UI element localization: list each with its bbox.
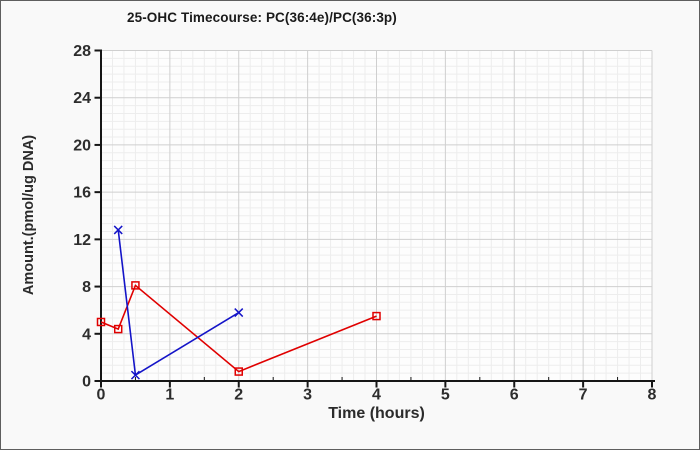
axis-ticks	[94, 49, 653, 388]
x-tick-label: 7	[579, 387, 588, 404]
y-tick-label: 0	[82, 374, 91, 391]
x-tick-label: 2	[234, 387, 243, 404]
data-point-square-marker	[113, 324, 123, 334]
data-point-square-marker	[234, 367, 243, 376]
series-red-squares	[96, 281, 381, 376]
x-tick-label: 6	[510, 387, 519, 404]
data-point-square-marker	[372, 311, 381, 321]
y-tick-label: 16	[73, 185, 91, 202]
y-tick-label: 24	[73, 90, 91, 107]
series-blue-x	[113, 225, 244, 380]
data-point-square-marker	[131, 281, 140, 290]
y-axis-title: Amount.(pmol/ug DNA)	[21, 134, 37, 296]
x-tick-label: 4	[372, 387, 381, 404]
y-tick-label: 12	[73, 232, 91, 249]
y-tick-label: 28	[73, 43, 91, 60]
x-tick-label: 8	[648, 387, 657, 404]
grid-major	[101, 50, 653, 381]
data-point-x-marker	[130, 370, 140, 380]
x-tick-label: 5	[441, 387, 450, 404]
y-tick-label: 4	[82, 326, 91, 343]
x-tick-label: 1	[165, 387, 174, 404]
x-tick-label: 3	[303, 387, 312, 404]
data-point-x-marker	[234, 308, 244, 318]
x-axis-title: Time (hours)	[328, 405, 425, 422]
y-tick-label: 20	[73, 137, 91, 154]
data-point-square-marker	[96, 317, 106, 327]
y-tick-label: 8	[82, 279, 91, 296]
x-tick-label: 0	[97, 387, 106, 404]
series-red-squares-line	[100, 284, 377, 373]
chart-title: 25-OHC Timecourse: PC(36:4e)/PC(36:3p)	[127, 10, 397, 25]
data-point-x-marker	[113, 225, 123, 235]
